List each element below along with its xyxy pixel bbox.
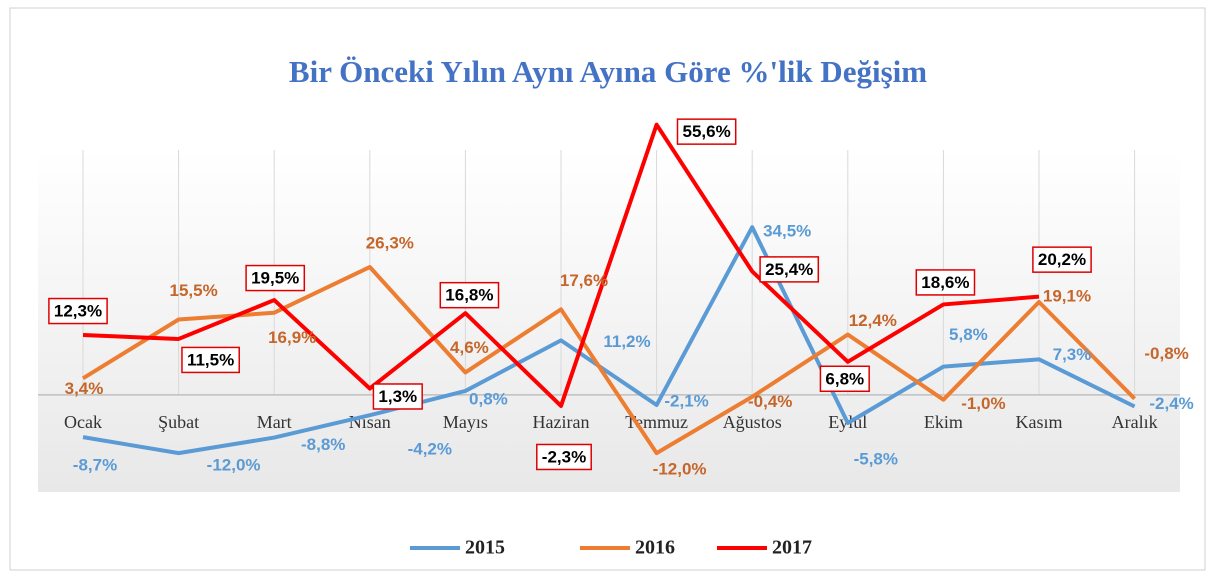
data-label: 15,5% [169,281,217,300]
data-label-box [536,443,592,471]
data-label-box [48,297,108,325]
data-label-group: 0,8% [469,389,508,408]
data-label: -1,0% [961,394,1005,413]
data-label-group: 18,6% [915,269,976,296]
data-label-group: 25,4% [759,256,820,283]
series-line [82,225,1136,456]
data-label: 26,3% [366,234,414,253]
data-label: 16,8% [445,286,493,305]
data-label: 5,8% [949,325,988,344]
data-label-group: -2,1% [664,392,708,411]
data-label-group: 20,2% [1032,246,1092,273]
data-label-group: -12,0% [653,460,707,479]
x-tick-label: Kasım [1016,412,1063,432]
plot-background [38,150,1180,492]
data-label-group: 19,1% [1043,286,1091,305]
legend-label: 2016 [635,537,675,559]
data-label: -8,8% [301,435,345,454]
data-label: 11,5% [187,350,234,369]
data-label-group: 16,8% [439,281,500,309]
data-label: 12,3% [54,302,102,321]
data-label-group: -0,4% [748,392,792,411]
data-label-group: 55,6% [676,118,737,145]
data-label: 34,5% [763,222,811,241]
x-tick-label: Ekim [924,412,963,432]
data-label: 18,6% [921,273,969,292]
data-label-group: -2,4% [1149,394,1193,413]
data-label-group: 4,6% [450,338,489,357]
series-line [81,265,1137,456]
legend-label: 2017 [772,537,812,559]
x-tick-label: Mayıs [443,412,488,432]
data-label-box [915,269,976,296]
data-label-group: 3,4% [65,379,104,398]
data-label: 17,6% [560,271,608,290]
series-line [82,122,1040,408]
data-label-group: 7,3% [1053,345,1092,364]
data-label-box [181,346,240,374]
chart-title: Bir Önceki Yılın Aynı Ayına Göre %'lik D… [289,54,927,89]
x-tick-label: Aralık [1112,412,1158,432]
data-label-box [372,383,423,410]
data-label-group: 12,4% [849,311,897,330]
data-label: -4,2% [408,440,452,459]
data-label: -0,8% [1144,344,1188,363]
data-label-group: -5,8% [854,449,898,468]
data-label: -0,4% [748,392,792,411]
data-label-group: 19,5% [245,264,306,292]
data-label: 3,4% [65,379,104,398]
data-label-group: 17,6% [560,271,608,290]
data-label: 0,8% [469,389,508,408]
data-label-box [1032,246,1092,273]
data-label-group: -2,3% [536,443,592,471]
data-label-group: -8,7% [73,456,117,475]
data-label: 7,3% [1053,345,1092,364]
data-label-box [676,118,737,145]
data-label: 1,3% [378,387,417,406]
data-label: 20,2% [1038,250,1086,269]
data-label: -2,4% [1149,394,1193,413]
data-label-group: -1,0% [961,394,1005,413]
data-label-group: 34,5% [763,222,811,241]
data-label-group: 16,9% [268,328,316,347]
x-tick-label: Mart [257,412,292,432]
data-label-group: -0,8% [1144,344,1188,363]
data-label: -12,0% [653,460,707,479]
data-label-group: -12,0% [207,456,261,475]
data-label-box [759,256,820,283]
data-label: 6,8% [825,369,864,388]
data-label: 19,5% [251,269,299,288]
data-label-box [819,365,870,393]
legend-label: 2015 [465,537,505,559]
data-label: 11,2% [603,332,650,351]
data-label: -5,8% [854,449,898,468]
data-label: 25,4% [765,260,813,279]
data-label-group: 1,3% [372,383,423,410]
data-label-box [245,264,306,292]
data-label-group: -8,8% [301,435,345,454]
data-label-group: 26,3% [366,234,414,253]
data-label-group: 6,8% [819,365,870,393]
data-label-group: 15,5% [169,281,217,300]
data-label: 4,6% [450,338,489,357]
data-label: 12,4% [849,311,897,330]
data-label-box [439,281,500,309]
x-tick-label: Şubat [158,412,199,432]
data-label-group: -4,2% [408,440,452,459]
data-label: 19,1% [1043,286,1091,305]
x-tick-label: Ocak [64,412,102,432]
data-label: -8,7% [73,456,117,475]
data-label: -2,3% [542,447,586,466]
data-label-group: 11,5% [181,346,240,374]
data-label-group: 5,8% [949,325,988,344]
data-label: 55,6% [682,122,730,141]
data-label-group: 12,3% [48,297,108,325]
data-label-group: 11,2% [603,332,650,351]
x-tick-label: Ağustos [723,412,782,432]
x-tick-label: Haziran [533,412,590,432]
data-label: 16,9% [268,328,316,347]
data-label: -12,0% [207,456,261,475]
data-label: -2,1% [664,392,708,411]
